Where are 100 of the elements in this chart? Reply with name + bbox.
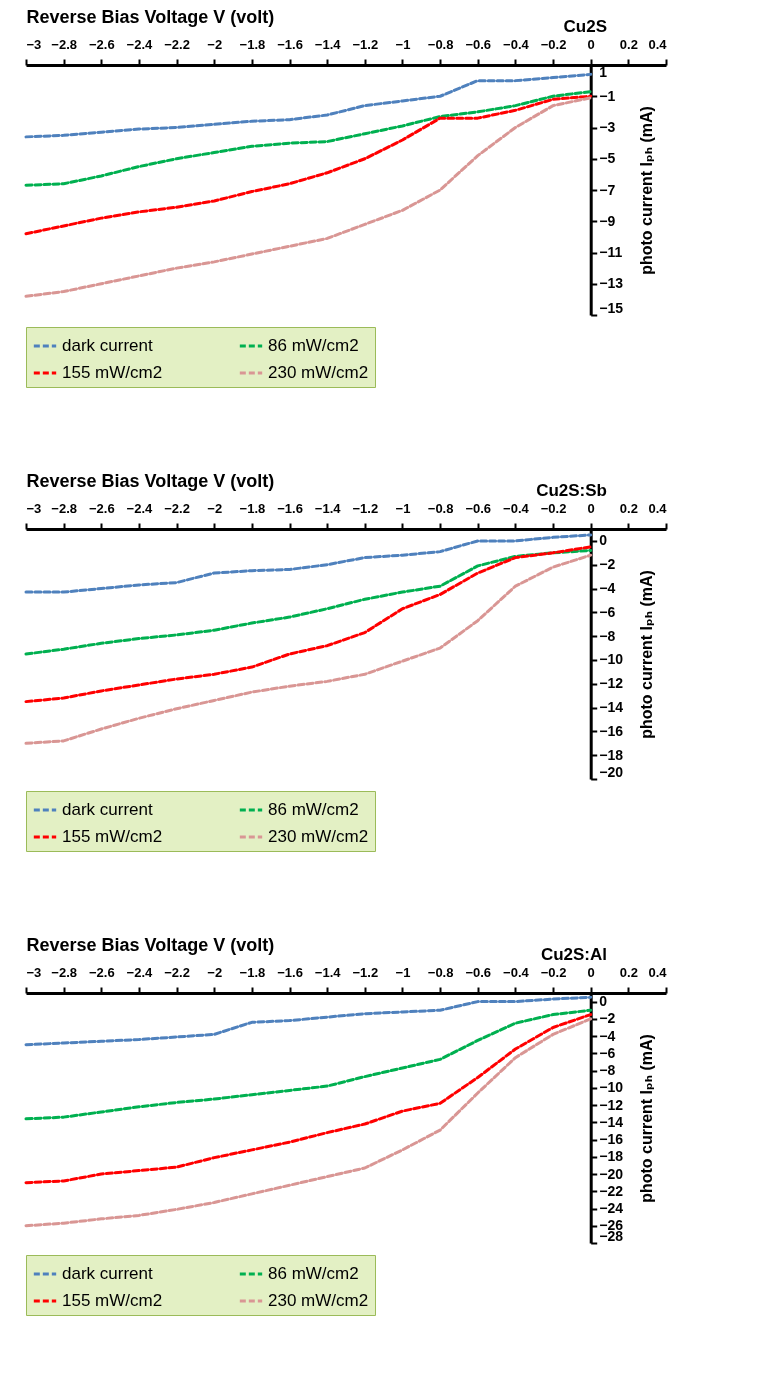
x-tick-label: −0.6 bbox=[465, 500, 492, 516]
legend-label: dark current bbox=[62, 800, 153, 819]
x-tick-label: −2.8 bbox=[51, 964, 77, 980]
line-series bbox=[24, 1017, 593, 1228]
line-series bbox=[24, 1013, 593, 1185]
legend-label: 155 mW/cm2 bbox=[62, 363, 163, 382]
chart-title: Cu2S:Sb bbox=[536, 481, 607, 500]
y-tick-label: 1 bbox=[599, 63, 608, 80]
legend-label: 230 mW/cm2 bbox=[268, 363, 369, 382]
x-tick-label: −0.8 bbox=[427, 36, 454, 52]
x-axis-title: Reverse Bias Voltage V (volt) bbox=[26, 470, 275, 491]
y-tick-label: −2 bbox=[599, 1010, 616, 1027]
y-tick-label: −20 bbox=[599, 763, 624, 780]
x-tick-label: −1.8 bbox=[239, 964, 266, 980]
y-tick-label: −8 bbox=[599, 1062, 616, 1079]
y-tick-label: 0 bbox=[599, 993, 608, 1010]
x-tick-label: −2 bbox=[207, 500, 223, 516]
x-tick-label: −2 bbox=[207, 36, 223, 52]
x-tick-label: −2.8 bbox=[51, 36, 77, 52]
x-tick-label: −3 bbox=[26, 500, 42, 516]
x-tick-label: −2.4 bbox=[126, 964, 154, 980]
x-tick-label: −1.6 bbox=[277, 36, 303, 52]
x-tick-label: −0.2 bbox=[540, 500, 567, 516]
x-tick-label: −1 bbox=[395, 36, 411, 52]
chart-title: Cu2S:Al bbox=[540, 945, 607, 964]
y-tick-label: −4 bbox=[599, 1027, 616, 1044]
x-tick-label: −2.8 bbox=[51, 500, 77, 516]
legend-label: dark current bbox=[62, 1264, 153, 1283]
y-tick-label: −10 bbox=[599, 1079, 624, 1096]
x-axis-title: Reverse Bias Voltage V (volt) bbox=[26, 6, 275, 27]
x-tick-label: −0.4 bbox=[503, 500, 530, 516]
x-tick-label: −2.6 bbox=[88, 964, 115, 980]
y-tick-label: −1 bbox=[599, 87, 616, 104]
x-tick-label: 0.4 bbox=[648, 36, 668, 52]
x-tick-label: −2.2 bbox=[164, 500, 190, 516]
x-tick-label: −3 bbox=[26, 964, 42, 980]
y-tick-label: −14 bbox=[599, 699, 624, 716]
x-tick-label: −0.8 bbox=[427, 964, 454, 980]
y-tick-label: −18 bbox=[599, 746, 624, 763]
y-axis-title: photo current Iₚₕ (mA) bbox=[638, 106, 656, 275]
y-tick-label: −8 bbox=[599, 627, 616, 644]
x-tick-label: −2.2 bbox=[164, 36, 190, 52]
legend-label: 86 mW/cm2 bbox=[268, 1264, 359, 1283]
x-tick-label: 0.2 bbox=[619, 964, 638, 980]
x-tick-label: −3 bbox=[26, 36, 42, 52]
y-tick-label: −7 bbox=[599, 181, 616, 198]
x-tick-label: −1 bbox=[395, 964, 411, 980]
x-tick-label: −0.4 bbox=[503, 36, 530, 52]
x-axis-title: Reverse Bias Voltage V (volt) bbox=[26, 934, 275, 955]
x-tick-label: −1.2 bbox=[352, 36, 379, 52]
y-tick-label: −12 bbox=[599, 1096, 624, 1113]
line-series bbox=[24, 995, 593, 1047]
y-tick-label: −16 bbox=[599, 1131, 624, 1148]
x-tick-label: −0.8 bbox=[427, 500, 454, 516]
legend-label: dark current bbox=[62, 336, 153, 355]
y-tick-label: −18 bbox=[599, 1148, 624, 1165]
y-tick-label: −14 bbox=[599, 1113, 624, 1130]
y-tick-label: −13 bbox=[599, 275, 624, 292]
y-tick-label: −6 bbox=[599, 1044, 616, 1061]
line-series bbox=[24, 1008, 593, 1121]
x-tick-label: −2.4 bbox=[126, 500, 154, 516]
y-axis-title: photo current Iₚₕ (mA) bbox=[638, 570, 656, 739]
legend-label: 230 mW/cm2 bbox=[268, 827, 369, 846]
x-tick-label: −2 bbox=[207, 964, 223, 980]
x-tick-label: −1.2 bbox=[352, 500, 379, 516]
x-tick-label: −0.2 bbox=[540, 36, 567, 52]
x-tick-label: −0.4 bbox=[503, 964, 530, 980]
x-tick-label: 0.2 bbox=[619, 500, 638, 516]
y-tick-label: −5 bbox=[599, 150, 616, 167]
y-tick-label: −4 bbox=[599, 580, 616, 597]
y-tick-label: −11 bbox=[599, 244, 623, 260]
x-tick-label: 0 bbox=[587, 964, 595, 980]
x-tick-label: −2.6 bbox=[88, 36, 115, 52]
y-tick-label: −3 bbox=[599, 119, 616, 135]
y-tick-label: −10 bbox=[599, 651, 624, 668]
legend-label: 230 mW/cm2 bbox=[268, 1291, 369, 1310]
x-tick-label: 0 bbox=[587, 36, 595, 52]
x-tick-label: −1.8 bbox=[239, 500, 266, 516]
y-tick-label: −6 bbox=[599, 603, 616, 620]
y-tick-label: −24 bbox=[599, 1200, 624, 1217]
legend-label: 155 mW/cm2 bbox=[62, 827, 163, 846]
y-axis-title: photo current Iₚₕ (mA) bbox=[638, 1034, 656, 1203]
line-series bbox=[24, 533, 593, 594]
line-series bbox=[24, 548, 593, 656]
x-tick-label: −0.6 bbox=[465, 36, 492, 52]
x-tick-label: 0.2 bbox=[619, 36, 638, 52]
x-tick-label: −1.6 bbox=[277, 500, 303, 516]
line-series bbox=[24, 553, 593, 745]
y-tick-label: 0 bbox=[599, 532, 608, 549]
x-tick-label: −1.4 bbox=[314, 500, 342, 516]
x-tick-label: −0.6 bbox=[465, 964, 492, 980]
x-tick-label: −1.2 bbox=[352, 964, 379, 980]
y-tick-label: −16 bbox=[599, 722, 624, 739]
x-tick-label: −1.8 bbox=[239, 36, 266, 52]
y-tick-label: −20 bbox=[599, 1165, 624, 1182]
x-tick-label: −0.2 bbox=[540, 964, 567, 980]
y-tick-label: −15 bbox=[599, 299, 624, 316]
x-tick-label: −2.6 bbox=[88, 500, 115, 516]
chart-title: Cu2S bbox=[563, 17, 607, 36]
y-tick-label: −12 bbox=[599, 675, 624, 692]
